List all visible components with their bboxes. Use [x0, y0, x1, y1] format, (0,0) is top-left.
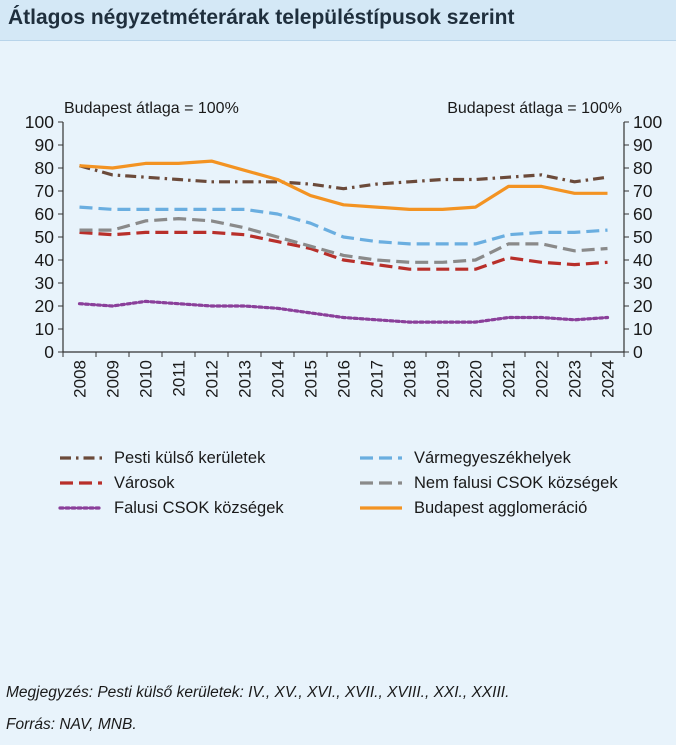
legend-label: Pesti külső kerületek: [114, 448, 266, 467]
y-tick-label-right: 100: [633, 112, 662, 132]
legend-label: Vármegyeszékhelyek: [414, 448, 571, 467]
x-tick-label: 2020: [467, 360, 486, 398]
legend-label: Nem falusi CSOK községek: [414, 473, 618, 492]
x-tick-label: 2008: [71, 360, 90, 398]
y-tick-label-left: 40: [35, 250, 55, 270]
legend-swatch: [60, 481, 102, 485]
y-tick-label-left: 70: [35, 181, 55, 201]
legend-item: Pesti külső kerületek: [58, 446, 265, 470]
chart-legend: Pesti külső kerületek Vármegyeszékhelyek V…: [58, 446, 668, 522]
y-tick-label-right: 60: [633, 204, 653, 224]
y-tick-label-left: 50: [35, 227, 55, 247]
annotation-left: Budapest átlaga = 100%: [64, 100, 239, 117]
y-tick-label-right: 0: [633, 342, 643, 362]
y-tick-label-left: 100: [25, 112, 54, 132]
x-tick-label: 2013: [236, 360, 255, 398]
legend-item: Budapest agglomeráció: [358, 496, 587, 520]
x-tick-label: 2017: [368, 360, 387, 398]
legend-label: Falusi CSOK községek: [114, 498, 284, 517]
y-tick-label-right: 90: [633, 135, 653, 155]
x-tick-label: 2014: [269, 360, 288, 398]
y-tick-label-right: 10: [633, 319, 653, 339]
y-tick-label-left: 0: [44, 342, 54, 362]
legend-label: Városok: [114, 473, 175, 492]
x-tick-label: 2022: [533, 360, 552, 398]
legend-item: Nem falusi CSOK községek: [358, 471, 618, 495]
legend-swatch: [360, 481, 402, 485]
x-tick-label: 2023: [566, 360, 585, 398]
y-tick-label-left: 20: [35, 296, 55, 316]
x-tick-label: 2011: [170, 360, 189, 397]
series-line-1: [79, 205, 608, 246]
series-line-4: [77, 299, 610, 324]
y-tick-label-right: 70: [633, 181, 653, 201]
x-tick-label: 2015: [302, 360, 321, 398]
x-tick-label: 2016: [335, 360, 354, 398]
chart-note: Megjegyzés: Pesti külső kerületek: IV., …: [6, 684, 510, 701]
y-tick-label-left: 60: [35, 204, 55, 224]
y-tick-label-right: 80: [633, 158, 653, 178]
x-tick-label: 2012: [203, 360, 222, 398]
legend-swatch: [60, 456, 102, 460]
series-line-0: [79, 164, 608, 191]
y-tick-label-right: 20: [633, 296, 653, 316]
x-tick-label: 2024: [599, 360, 618, 398]
y-tick-label-left: 30: [35, 273, 55, 293]
series-line-5: [79, 159, 608, 212]
y-tick-label-left: 90: [35, 135, 55, 155]
annotation-right: Budapest átlaga = 100%: [447, 100, 622, 117]
line-chart: Budapest átlaga = 100% Budapest átlaga = …: [25, 100, 663, 398]
legend-label: Budapest agglomeráció: [414, 498, 588, 517]
y-tick-label-right: 30: [633, 273, 653, 293]
series-line-2: [79, 230, 608, 271]
x-tick-label: 2010: [137, 360, 156, 398]
legend-item: Falusi CSOK községek: [58, 496, 284, 520]
legend-swatch: [58, 506, 104, 510]
y-tick-label-right: 50: [633, 227, 653, 247]
series-line-3: [79, 217, 608, 264]
y-tick-label-left: 80: [35, 158, 55, 178]
y-tick-label-right: 40: [633, 250, 653, 270]
y-tick-label-left: 10: [35, 319, 55, 339]
chart-title: Átlagos négyzetméterárak településtípuso…: [8, 6, 515, 29]
x-tick-label: 2021: [500, 360, 519, 398]
x-tick-label: 2018: [401, 360, 420, 398]
x-tick-label: 2019: [434, 360, 453, 398]
legend-item: Városok: [58, 471, 175, 495]
title-bar: Átlagos négyzetméterárak településtípuso…: [0, 0, 676, 41]
chart-source: Forrás: NAV, MNB.: [6, 716, 137, 733]
legend-item: Vármegyeszékhelyek: [358, 446, 571, 470]
legend-swatch: [360, 506, 402, 510]
x-tick-label: 2009: [104, 360, 123, 398]
legend-swatch: [360, 456, 402, 460]
